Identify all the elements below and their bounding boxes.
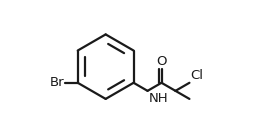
- Text: O: O: [156, 55, 167, 68]
- Text: Br: Br: [50, 76, 65, 89]
- Text: Cl: Cl: [190, 69, 203, 82]
- Text: NH: NH: [148, 92, 168, 105]
